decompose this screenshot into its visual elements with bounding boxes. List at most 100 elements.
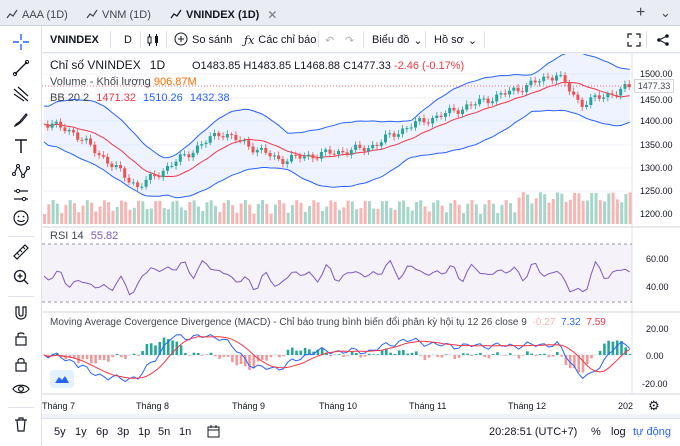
macd-histogram-bar (444, 354, 448, 355)
trend-line-icon[interactable] (11, 58, 31, 78)
tab-aaa[interactable]: AAA (1D) (6, 5, 68, 25)
share-icon[interactable] (656, 31, 670, 49)
main-legend: Chỉ số VNINDEX 1D (50, 58, 165, 72)
candle-body (221, 136, 225, 138)
macd-histogram-bar (149, 343, 153, 355)
tab-vnindex[interactable]: VNINDEX (1D) ✕ (170, 5, 277, 25)
range-5y[interactable]: 5y (54, 426, 66, 438)
range-6p[interactable]: 6p (96, 426, 109, 438)
volume-bar (355, 209, 359, 224)
tab-vnm[interactable]: VNM (1D) (86, 5, 151, 25)
pattern-icon[interactable] (11, 161, 31, 181)
macd-histogram-bar (162, 337, 166, 355)
candle-body (191, 152, 195, 158)
macd-histogram-bar (184, 353, 187, 355)
macd-histogram-bar (68, 355, 72, 358)
volume-bar (124, 201, 128, 224)
macd-histogram-bar (291, 347, 294, 355)
crosshair-icon[interactable] (11, 32, 31, 52)
divider (318, 31, 319, 48)
volume-bar (551, 199, 555, 224)
candle-body (110, 163, 114, 168)
trash-icon[interactable] (11, 414, 31, 434)
volume-bar (581, 200, 585, 224)
candle-body (426, 122, 430, 124)
settings-gear-icon[interactable]: ⚙ (648, 398, 660, 413)
macd-histogram-bar (278, 355, 281, 358)
volume-bar (226, 200, 230, 224)
candle-body (418, 118, 422, 122)
chevron-down-icon[interactable]: ⌄ (660, 5, 671, 20)
close-tab-icon[interactable]: ✕ (267, 8, 278, 22)
candle-body (59, 121, 63, 128)
text-icon[interactable] (11, 136, 31, 156)
range-1y[interactable]: 1y (75, 426, 87, 438)
volume-legend: Volume - Khối lượng 906.87M (50, 76, 197, 88)
macd-histogram-bar (141, 351, 144, 355)
chart-canvas[interactable] (42, 54, 680, 414)
symbol-search[interactable]: VNINDEX (50, 31, 99, 49)
candle-body (396, 134, 400, 137)
undo-icon[interactable]: ↶ (325, 34, 335, 47)
redo-icon[interactable]: ↷ (345, 34, 355, 47)
volume-bar (111, 210, 115, 224)
macd-histogram-bar (243, 355, 247, 367)
indicators-button[interactable]: ƒx Các chỉ báo (244, 31, 316, 49)
volume-bar (68, 200, 72, 224)
ruler-icon[interactable] (11, 242, 31, 262)
macd-histogram-bar (410, 352, 414, 355)
candle-body (610, 93, 614, 95)
volume-bar (107, 202, 111, 224)
candle-body (178, 154, 182, 162)
legend-interval: 1D (149, 58, 166, 72)
emoji-icon[interactable] (11, 208, 31, 228)
measure-icon[interactable] (11, 185, 31, 205)
candle-body (50, 123, 54, 128)
volume-bar (222, 202, 226, 224)
candles-icon[interactable] (146, 31, 160, 49)
fullscreen-icon[interactable] (627, 31, 641, 49)
eye-icon[interactable] (11, 379, 31, 399)
percent-toggle[interactable]: % (591, 426, 601, 438)
candle-body (597, 95, 601, 99)
candle-body (285, 161, 289, 164)
range-3p[interactable]: 3p (117, 426, 130, 438)
chart-area[interactable]: Chỉ số VNINDEX 1D O1483.85 H1483.85 L146… (42, 54, 680, 414)
candle-body (405, 128, 409, 130)
volume-bar (320, 211, 324, 224)
range-5n[interactable]: 5n (158, 426, 171, 438)
zoom-in-icon[interactable] (11, 267, 31, 287)
volume-bar (530, 203, 534, 224)
candle-body (627, 84, 631, 88)
macd-histogram-bar (530, 353, 533, 355)
chart-icon (6, 8, 18, 23)
add-tab-icon[interactable]: + (636, 4, 646, 21)
pitchfork-icon[interactable] (11, 84, 31, 104)
compare-button[interactable]: So sánh (174, 31, 232, 49)
volume-bar (521, 192, 525, 224)
candle-body (401, 128, 405, 135)
log-toggle[interactable]: log (611, 426, 626, 438)
calendar-icon[interactable] (207, 425, 220, 441)
macd-line-value: 7.32 (561, 317, 581, 328)
macd-histogram-bar (543, 353, 546, 355)
volume-bar (389, 207, 393, 224)
macd-histogram-bar (496, 352, 499, 355)
lock-drawings-icon[interactable] (11, 354, 31, 374)
interval-button[interactable]: D (124, 31, 132, 49)
volume-bar (462, 213, 465, 224)
brush-icon[interactable] (11, 110, 31, 130)
range-1p[interactable]: 1p (138, 426, 151, 438)
chart-type-menu[interactable]: Biểu đồ ⌄ (372, 31, 423, 49)
profile-menu[interactable]: Hồ sơ ⌄ (434, 31, 477, 49)
volume-bar (346, 200, 350, 224)
magnet-icon[interactable] (11, 303, 31, 323)
macd-histogram-bar (214, 355, 217, 357)
candle-body (508, 90, 511, 95)
auto-scale-toggle[interactable]: tự động (633, 426, 671, 438)
lock-icon[interactable] (11, 328, 31, 348)
volume-bar (214, 205, 217, 224)
range-1n[interactable]: 1n (179, 426, 192, 438)
macd-histogram-bar (372, 354, 375, 355)
logo-icon[interactable] (50, 370, 74, 388)
